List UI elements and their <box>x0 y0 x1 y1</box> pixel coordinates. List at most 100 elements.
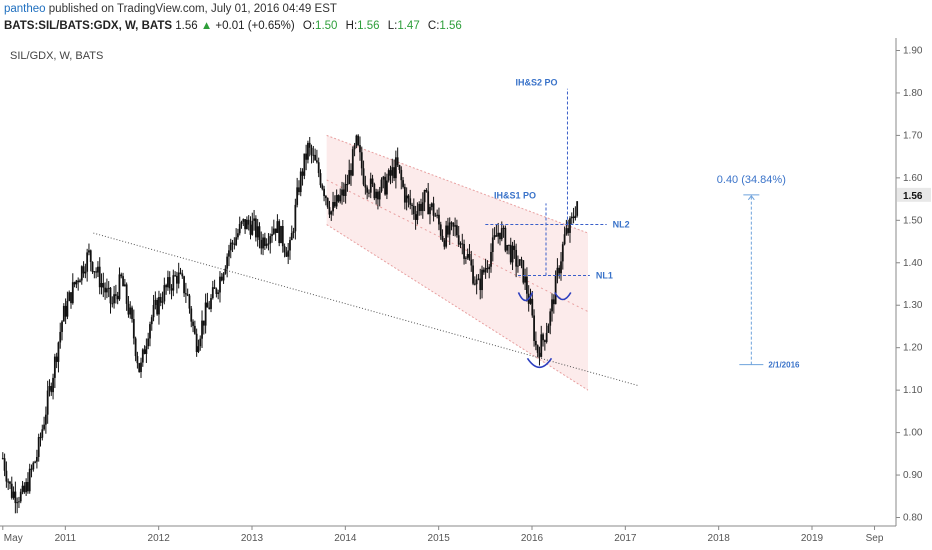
price-tick-label: 1.20 <box>903 343 923 354</box>
measure-label: 0.40 (34.84%) <box>717 174 786 186</box>
candle-body <box>161 301 164 303</box>
candle-body <box>515 249 518 267</box>
candle-body <box>509 244 512 263</box>
candle-body <box>466 254 469 258</box>
ihs1-label: IH&S1 PO <box>494 190 536 200</box>
candle-body <box>554 275 557 305</box>
candle-body <box>154 299 157 306</box>
candle-body <box>3 458 6 471</box>
candle-body <box>254 218 257 238</box>
candle-body <box>324 196 327 199</box>
candle-body <box>391 167 394 176</box>
close-value: 1.56 <box>439 20 462 32</box>
candle-body <box>407 195 410 199</box>
price-tick-label: 1.90 <box>903 45 923 56</box>
candle-body <box>165 285 168 288</box>
candle-body <box>86 252 89 272</box>
candle-body <box>95 271 98 273</box>
candle-body <box>283 246 286 253</box>
candle-body <box>10 483 13 498</box>
candle-body <box>517 265 519 267</box>
candle-body <box>459 243 462 245</box>
candle-body <box>296 187 299 205</box>
low-label: L: <box>387 20 398 32</box>
candle-body <box>353 145 356 150</box>
candle-body <box>491 237 494 253</box>
candle-body <box>298 187 300 193</box>
high-label: H: <box>345 20 358 32</box>
candle-body <box>552 299 555 305</box>
price-tick-label: 1.10 <box>903 385 923 396</box>
candle-body <box>486 268 489 270</box>
candle-body <box>102 283 105 288</box>
candle-body <box>7 481 10 483</box>
candle-body <box>59 331 62 343</box>
candle-body <box>479 278 482 291</box>
candle-body <box>251 220 254 235</box>
published-text: published on TradingView.com, July 01, 2… <box>48 3 337 15</box>
candle-body <box>387 170 390 181</box>
candle-body <box>570 216 573 219</box>
time-tick-label: 2013 <box>241 533 264 544</box>
candle-body <box>346 184 349 186</box>
candle-body <box>89 250 92 263</box>
candle-body <box>326 198 329 208</box>
candle-body <box>37 437 40 457</box>
candle-body <box>396 157 399 166</box>
candle-body <box>551 299 553 312</box>
candle-body <box>308 142 311 148</box>
candle-body <box>351 149 354 176</box>
candle-body <box>418 203 421 212</box>
candle-body <box>556 267 559 276</box>
candle-body <box>323 188 325 197</box>
candle-body <box>206 302 209 308</box>
candle-body <box>543 340 546 342</box>
candle-body <box>114 294 117 296</box>
candle-body <box>531 298 534 316</box>
candle-body <box>332 201 334 212</box>
candle-body <box>307 142 309 160</box>
candle-body <box>269 236 272 244</box>
candle-body <box>122 276 124 287</box>
publisher-line: pantheo published on TradingView.com, Ju… <box>4 3 337 15</box>
candle-body <box>549 311 552 326</box>
candle-body <box>441 235 444 241</box>
candle-body <box>71 282 74 304</box>
candle-body <box>132 319 135 339</box>
right-shoulder-arc <box>554 292 572 301</box>
candle-body <box>299 171 302 193</box>
candle-body <box>64 305 67 317</box>
price-tick-label: 1.60 <box>903 173 923 184</box>
low-value: 1.47 <box>397 20 420 32</box>
candle-body <box>574 215 577 218</box>
candle-body <box>228 250 230 257</box>
candle-body <box>91 262 94 272</box>
candle-body <box>168 277 171 289</box>
candle-body <box>482 269 485 273</box>
candle-body <box>204 302 207 326</box>
candle-body <box>118 274 121 300</box>
price-tick-label: 0.80 <box>903 513 923 524</box>
candle-body <box>280 226 282 244</box>
candle-body <box>522 260 525 283</box>
candle-body <box>421 202 424 212</box>
candle-body <box>312 154 315 156</box>
candle-body <box>48 386 51 391</box>
candle-body <box>386 180 388 195</box>
candle-body <box>211 287 214 299</box>
candle-body <box>57 342 60 362</box>
candle-body <box>360 152 363 169</box>
candle-body <box>208 307 211 309</box>
candle-body <box>44 414 47 425</box>
time-tick-label: 2018 <box>708 533 731 544</box>
candle-body <box>68 292 71 301</box>
last-price: 1.56 <box>175 20 198 32</box>
candle-body <box>271 234 273 237</box>
candle-body <box>294 204 297 232</box>
author-link[interactable]: pantheo <box>4 3 46 15</box>
candle-body <box>481 269 483 291</box>
candle-body <box>430 203 433 207</box>
candle-body <box>420 203 422 212</box>
candle-body <box>36 456 38 462</box>
